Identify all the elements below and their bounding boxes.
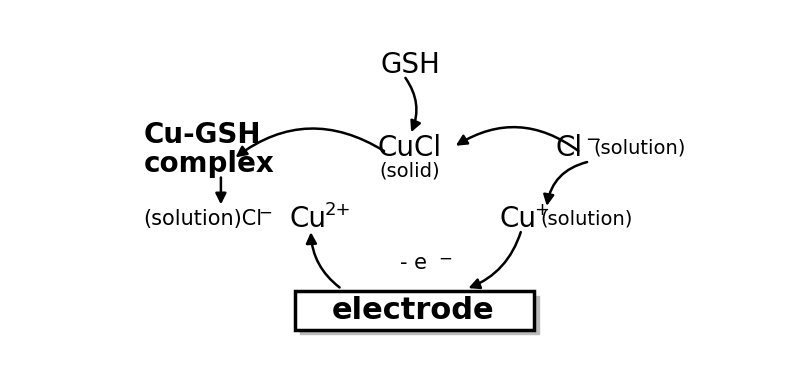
Text: −: − (586, 131, 601, 149)
Text: Cu-GSH: Cu-GSH (143, 121, 261, 149)
Text: (solution): (solution) (540, 210, 633, 228)
Text: (solution)Cl: (solution)Cl (143, 209, 262, 229)
Text: −: − (258, 203, 272, 221)
Text: Cu: Cu (289, 205, 326, 233)
Text: - e: - e (400, 253, 426, 273)
Text: −: − (438, 249, 452, 267)
Text: +: + (534, 201, 549, 219)
Text: (solution): (solution) (593, 139, 686, 157)
Text: 2+: 2+ (325, 201, 351, 219)
Text: complex: complex (143, 151, 274, 178)
Text: (solid): (solid) (380, 161, 440, 180)
Text: GSH: GSH (380, 51, 440, 79)
Text: electrode: electrode (332, 296, 494, 325)
Text: Cl: Cl (556, 134, 583, 162)
Text: CuCl: CuCl (378, 134, 442, 162)
FancyBboxPatch shape (300, 296, 539, 334)
FancyBboxPatch shape (295, 291, 534, 330)
Text: Cu: Cu (500, 205, 537, 233)
